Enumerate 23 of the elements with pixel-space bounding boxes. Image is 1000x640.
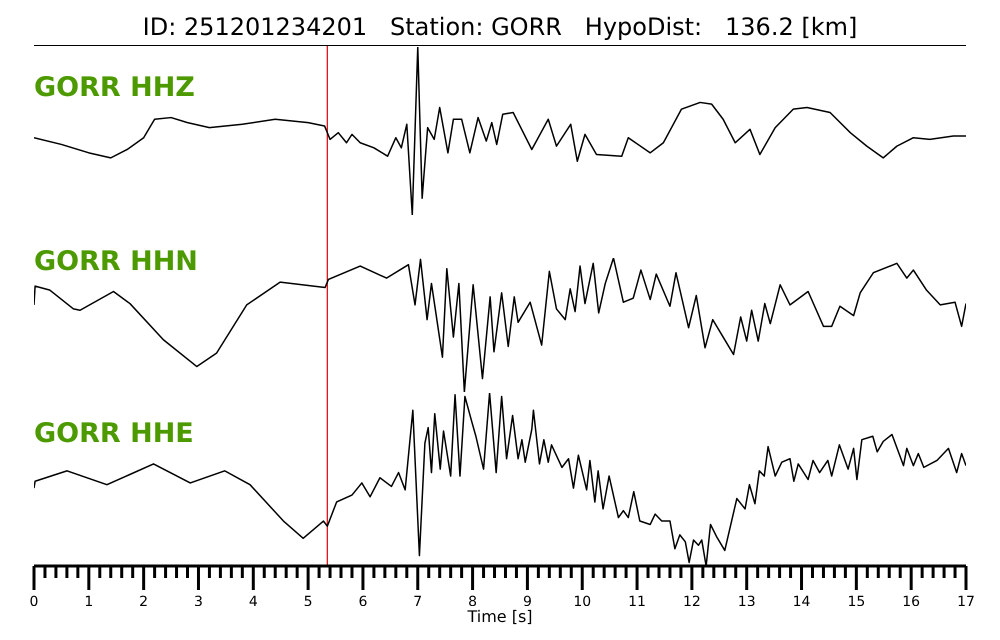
x-tick-label: 9 [522, 594, 532, 610]
x-tick-label: 8 [468, 594, 478, 610]
x-tick-label: 4 [248, 594, 258, 610]
x-tick-label: 10 [573, 594, 592, 610]
series-label: GORR HHE [34, 418, 194, 450]
x-tick-label: 14 [792, 594, 811, 610]
x-tick-label: 2 [139, 594, 148, 610]
x-tick-label: 12 [682, 594, 701, 610]
x-tick-label: 0 [30, 594, 38, 610]
chart-title: ID: 251201234201 Station: GORR HypoDist: 136.2 [km] [142, 12, 858, 42]
x-tick-label: 5 [304, 594, 313, 610]
x-tick-label: 17 [957, 594, 975, 610]
x-tick-label: 13 [738, 594, 756, 610]
x-tick-label: 15 [847, 594, 866, 610]
series-label: GORR HHN [34, 246, 198, 278]
x-axis-title: Time [s] [467, 607, 533, 626]
x-tick-label: 11 [628, 594, 646, 610]
x-tick-label: 6 [358, 594, 368, 610]
x-tick-label: 1 [84, 594, 94, 610]
x-tick-label: 7 [413, 594, 422, 610]
x-tick-label: 3 [194, 594, 203, 610]
series-label: GORR HHZ [34, 72, 195, 104]
x-tick-label: 16 [902, 594, 920, 610]
